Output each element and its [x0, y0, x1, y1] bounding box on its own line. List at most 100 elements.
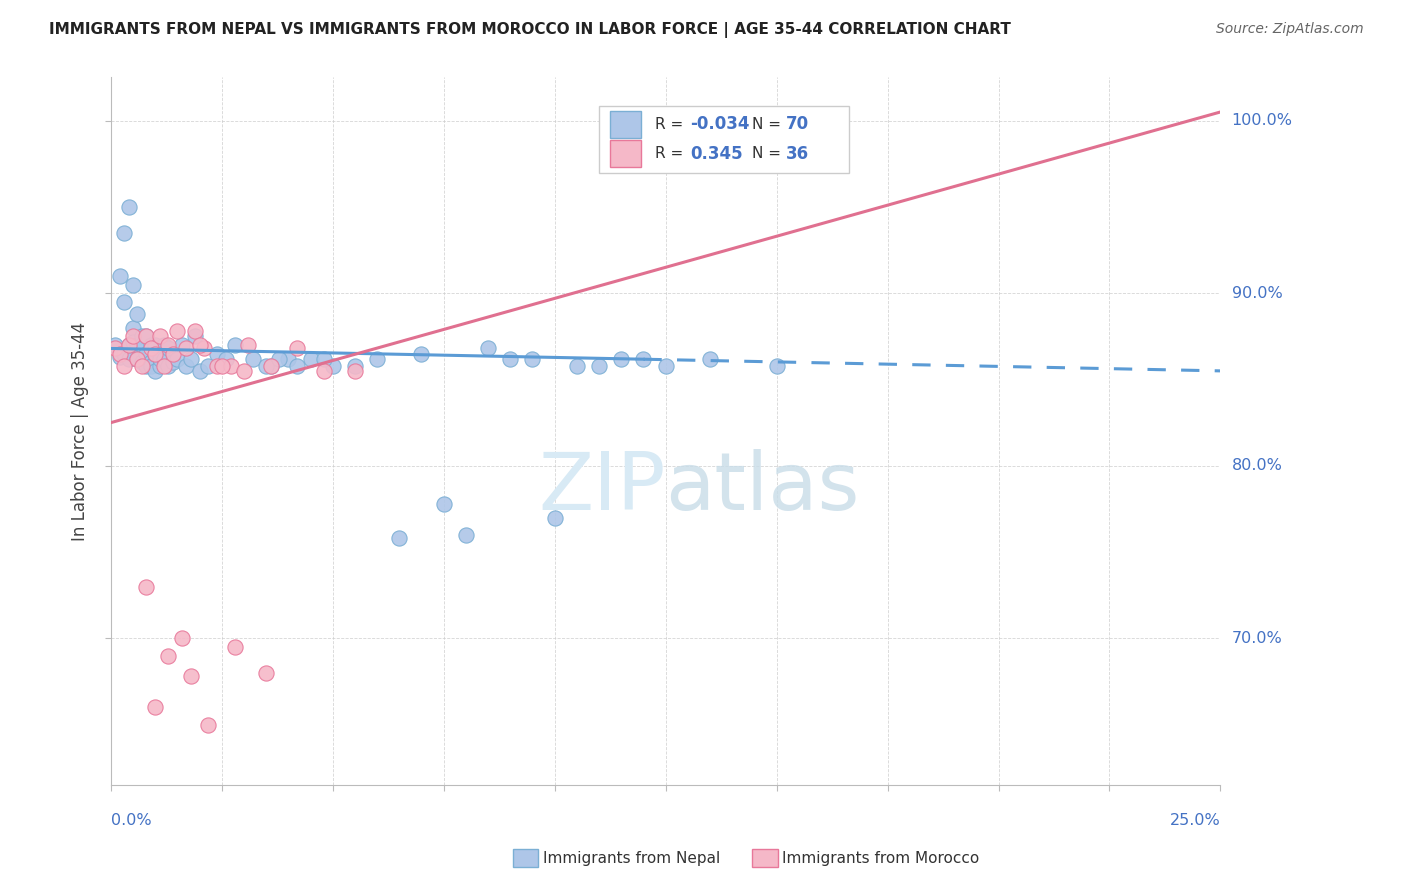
Point: [312, 364, 335, 378]
Text: 25.0%: 25.0%: [1170, 813, 1220, 828]
Point: [139, 342, 162, 356]
Point: [188, 338, 211, 352]
Point: [232, 364, 254, 378]
Point: [259, 359, 281, 373]
Point: [139, 359, 162, 373]
Point: [127, 351, 149, 366]
Point: [285, 359, 308, 373]
Point: [170, 632, 193, 646]
Text: N =: N =: [752, 117, 786, 132]
Point: [184, 329, 207, 343]
Point: [254, 359, 277, 373]
Point: [211, 359, 233, 373]
Text: 100.0%: 100.0%: [1232, 113, 1292, 128]
Point: [122, 334, 145, 349]
Point: [433, 497, 456, 511]
Point: [149, 351, 172, 366]
Point: [180, 669, 202, 683]
Point: [149, 329, 172, 343]
Text: N =: N =: [752, 146, 786, 161]
FancyBboxPatch shape: [610, 111, 641, 137]
Point: [197, 717, 219, 731]
Point: [112, 359, 135, 373]
Point: [188, 364, 211, 378]
Text: atlas: atlas: [665, 449, 860, 527]
Text: Immigrants from Morocco: Immigrants from Morocco: [782, 851, 979, 865]
Point: [108, 350, 131, 364]
Text: R =: R =: [655, 117, 688, 132]
Point: [127, 307, 149, 321]
Point: [135, 329, 157, 343]
Point: [122, 329, 145, 343]
Point: [117, 351, 139, 366]
Point: [112, 346, 135, 360]
Point: [588, 359, 610, 373]
Text: 0.0%: 0.0%: [111, 813, 152, 828]
FancyBboxPatch shape: [610, 140, 641, 168]
Point: [135, 580, 157, 594]
Point: [149, 359, 172, 373]
Point: [197, 359, 219, 373]
Text: 70.0%: 70.0%: [1232, 631, 1282, 646]
Text: Immigrants from Nepal: Immigrants from Nepal: [543, 851, 720, 865]
Point: [127, 351, 149, 366]
Point: [174, 342, 197, 356]
Point: [765, 359, 787, 373]
Point: [411, 346, 433, 360]
Point: [322, 359, 344, 373]
Point: [633, 351, 655, 366]
Point: [499, 351, 522, 366]
Point: [238, 338, 260, 352]
Point: [139, 338, 162, 352]
Point: [654, 359, 676, 373]
Point: [139, 355, 162, 369]
Text: Source: ZipAtlas.com: Source: ZipAtlas.com: [1216, 22, 1364, 37]
Point: [312, 351, 335, 366]
Point: [543, 510, 565, 524]
Point: [131, 329, 153, 343]
Point: [285, 342, 308, 356]
Point: [122, 320, 145, 334]
Text: IMMIGRANTS FROM NEPAL VS IMMIGRANTS FROM MOROCCO IN LABOR FORCE | AGE 35-44 CORR: IMMIGRANTS FROM NEPAL VS IMMIGRANTS FROM…: [49, 22, 1011, 38]
Point: [180, 351, 202, 366]
Point: [157, 338, 180, 352]
Point: [699, 351, 721, 366]
Point: [104, 338, 127, 352]
Point: [162, 355, 184, 369]
Point: [215, 351, 238, 366]
Point: [157, 359, 180, 373]
Point: [112, 226, 135, 240]
Y-axis label: In Labor Force | Age 35-44: In Labor Force | Age 35-44: [72, 322, 89, 541]
Text: 90.0%: 90.0%: [1232, 285, 1282, 301]
Text: 0.345: 0.345: [690, 145, 742, 163]
Point: [254, 665, 277, 680]
Point: [259, 359, 281, 373]
Text: 36: 36: [786, 145, 808, 163]
Point: [343, 359, 366, 373]
Point: [117, 200, 139, 214]
FancyBboxPatch shape: [599, 106, 849, 173]
Point: [174, 359, 197, 373]
Text: R =: R =: [655, 146, 688, 161]
Point: [112, 294, 135, 309]
Point: [122, 277, 145, 292]
Point: [477, 342, 499, 356]
Point: [454, 528, 477, 542]
Point: [207, 359, 229, 373]
Text: -0.034: -0.034: [690, 115, 749, 133]
Text: ZIP: ZIP: [538, 449, 665, 527]
Point: [143, 364, 166, 378]
Point: [153, 359, 176, 373]
Point: [277, 351, 299, 366]
Point: [522, 351, 544, 366]
Point: [166, 351, 188, 366]
Point: [117, 338, 139, 352]
Point: [565, 359, 588, 373]
Point: [207, 346, 229, 360]
Point: [166, 324, 188, 338]
Point: [269, 351, 291, 366]
Text: 70: 70: [786, 115, 808, 133]
Point: [131, 359, 153, 373]
Point: [108, 346, 131, 360]
Point: [117, 338, 139, 352]
